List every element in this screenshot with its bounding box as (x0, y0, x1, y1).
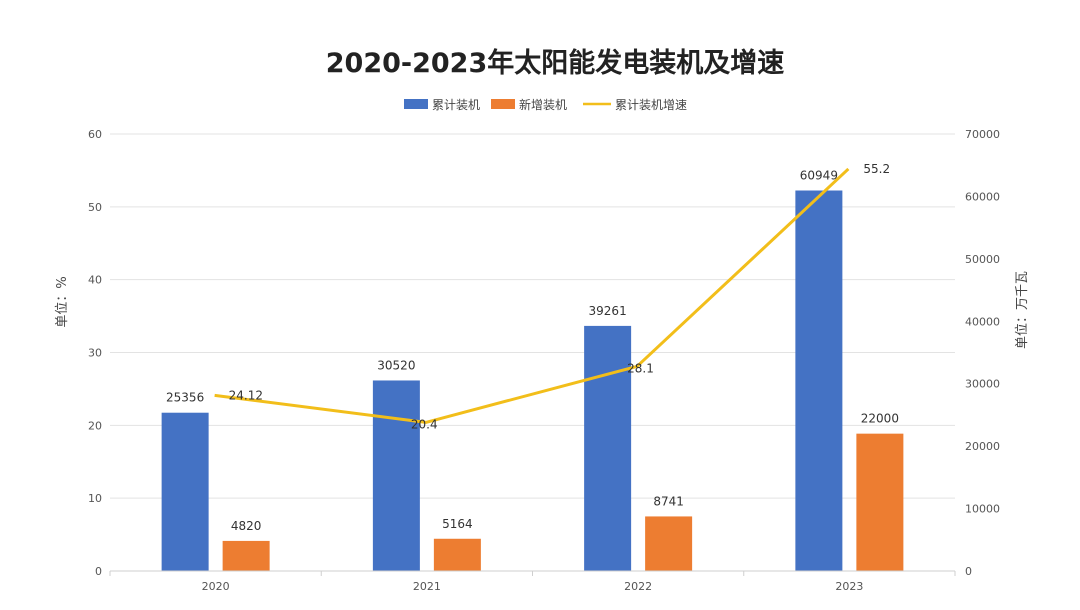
bar-data-label: 60949 (800, 169, 838, 183)
legend-label: 新增装机 (519, 97, 567, 112)
x-tick-label: 2020 (202, 580, 230, 593)
y-right-axis-title: 单位：万千瓦 (1015, 271, 1030, 349)
y-left-axis-title: 单位：% (55, 276, 70, 327)
y-right-tick-label: 10000 (965, 503, 1000, 516)
y-right-tick-label: 40000 (965, 315, 1000, 328)
bar-cumulative-2022 (584, 325, 632, 571)
bar-data-label: 39261 (589, 304, 627, 318)
axes: 0 10 20 30 40 50 60 0 10000 20000 30000 40000 50000 6… (88, 128, 1000, 593)
y-left-tick-label: 50 (88, 201, 102, 214)
bar-data-label: 25356 (166, 391, 204, 405)
growth-rate-line (214, 167, 850, 424)
bar-new-2023 (856, 433, 904, 571)
x-tick-label: 2023 (835, 580, 863, 593)
y-left-tick-label: 60 (88, 128, 102, 141)
bar-cumulative-2021 (372, 380, 420, 571)
y-left-tick-label: 40 (88, 274, 102, 287)
y-right-tick-label: 0 (965, 565, 972, 578)
bar-cumulative-2020 (161, 412, 209, 571)
y-right-tick-label: 70000 (965, 128, 1000, 141)
y-right-tick-label: 20000 (965, 440, 1000, 453)
x-tick-label: 2022 (624, 580, 652, 593)
y-right-tick-label: 60000 (965, 190, 1000, 203)
line-data-label: 28.1 (627, 361, 654, 375)
line-data-label: 24.12 (229, 388, 263, 402)
legend-swatch (404, 99, 428, 109)
legend: 累计装机 新增装机 累计装机增速 (404, 97, 687, 112)
bar-new-2020 (222, 540, 270, 571)
bar-data-label: 8741 (653, 494, 684, 508)
y-left-tick-label: 20 (88, 419, 102, 432)
data-labels: 25356 30520 39261 60949 4820 5164 8741 22000 24.… (166, 162, 899, 533)
bar-new-2021 (433, 538, 481, 571)
x-tick-label: 2021 (413, 580, 441, 593)
bar-data-label: 30520 (377, 358, 415, 372)
y-left-tick-label: 30 (88, 347, 102, 360)
y-right-tick-label: 30000 (965, 378, 1000, 391)
y-left-tick-label: 0 (95, 565, 102, 578)
bar-data-label: 22000 (861, 412, 899, 426)
bars (161, 190, 904, 572)
bar-data-label: 4820 (231, 519, 262, 533)
bar-data-label: 5164 (442, 517, 473, 531)
legend-swatch (491, 99, 515, 109)
legend-label: 累计装机增速 (615, 98, 687, 112)
bar-cumulative-2023 (795, 190, 843, 572)
line-data-label: 55.2 (863, 162, 890, 176)
y-right-tick-label: 50000 (965, 253, 1000, 266)
bar-new-2022 (645, 516, 693, 571)
y-left-tick-label: 10 (88, 492, 102, 505)
growth-line (214, 167, 850, 424)
chart-title: 2020-2023年太阳能发电装机及增速 (326, 47, 785, 79)
line-data-label: 20.4 (411, 417, 438, 431)
legend-label: 累计装机 (432, 98, 480, 112)
